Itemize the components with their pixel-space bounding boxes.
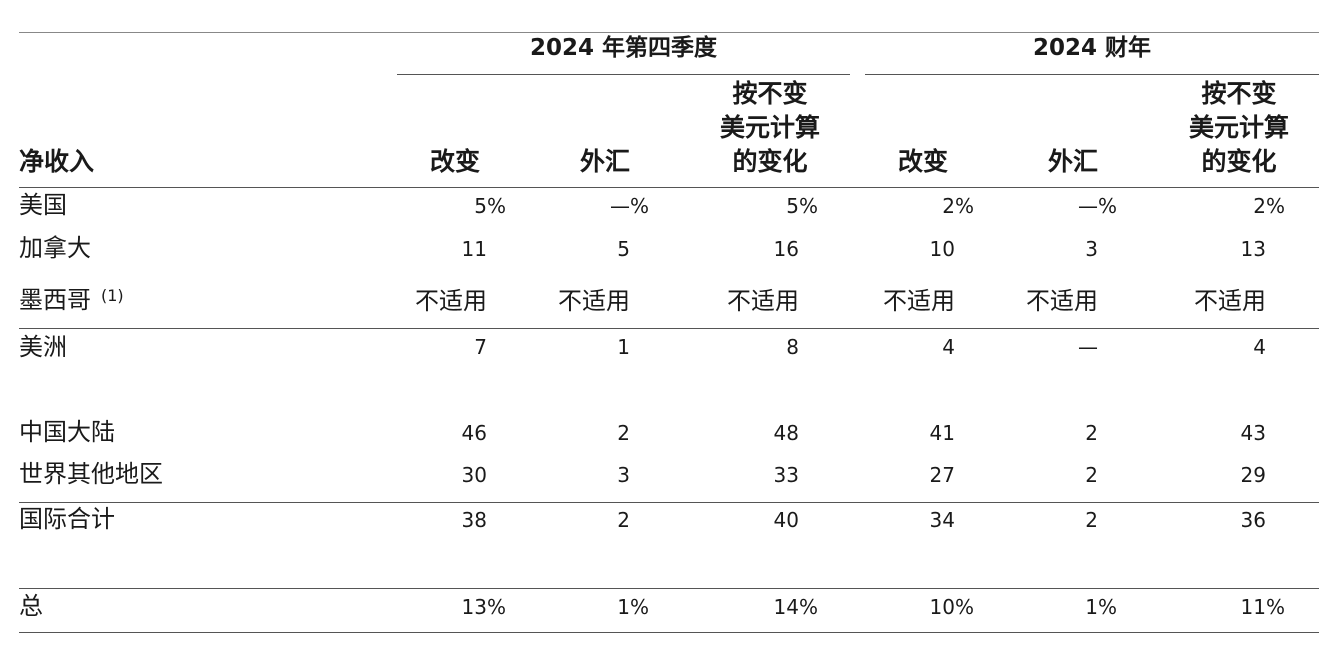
row-label-mexico: 墨西哥 (1) (19, 286, 124, 314)
col-header-q4-change: 改变 (429, 147, 480, 176)
group-rule-q4 (397, 74, 850, 75)
cell: 2 (617, 508, 630, 532)
cell: 2% (942, 194, 974, 218)
cell: 41 (929, 421, 955, 445)
cell: 30 (461, 463, 487, 487)
cell: 4 (1253, 335, 1266, 359)
col-header-q4-fx: 外汇 (579, 147, 630, 176)
cell: 48 (773, 421, 799, 445)
cell: —% (609, 194, 649, 218)
cell: —% (1077, 194, 1117, 218)
cell: 29 (1240, 463, 1266, 487)
cell: 不适用 (558, 287, 630, 315)
cell: 2 (1085, 508, 1098, 532)
header-bottom-rule (19, 187, 1319, 188)
row-label-total: 总 (19, 592, 43, 620)
total-top-rule (19, 588, 1319, 589)
cell: 16 (773, 237, 799, 261)
cell: 5% (786, 194, 818, 218)
cell: 14% (773, 595, 818, 619)
cell: 2 (1085, 463, 1098, 487)
group-rule-fy (865, 74, 1319, 75)
cell: 27 (929, 463, 955, 487)
col-header-fy-change: 改变 (897, 147, 948, 176)
row-label-canada: 加拿大 (19, 234, 91, 262)
cell: 不适用 (415, 287, 487, 315)
cell: 10 (929, 237, 955, 261)
row-label-us: 美国 (19, 191, 67, 219)
cell: 38 (461, 508, 487, 532)
cell: 10% (929, 595, 974, 619)
cell: 43 (1240, 421, 1266, 445)
footnote-marker: (1) (101, 286, 124, 305)
cell: 2% (1253, 194, 1285, 218)
table-bottom-rule (19, 632, 1319, 633)
cell: 5% (474, 194, 506, 218)
group-header-fy: 2024 财年 (1032, 35, 1152, 61)
cell: 2 (617, 421, 630, 445)
cell: 13 (1240, 237, 1266, 261)
row-label-mainland-china: 中国大陆 (19, 418, 115, 446)
row-label-international-total: 国际合计 (19, 505, 115, 533)
cell: 40 (773, 508, 799, 532)
cell: 4 (942, 335, 955, 359)
cell: 34 (929, 508, 955, 532)
cell: 11 (461, 237, 487, 261)
row-label-rest-of-world: 世界其他地区 (19, 460, 163, 488)
cell: 33 (773, 463, 799, 487)
cell: 1% (1085, 595, 1117, 619)
col-header-q4-constant-currency: 按不变 美元计算 的变化 (719, 79, 820, 176)
cell: 7 (474, 335, 487, 359)
cell: 11% (1240, 595, 1285, 619)
cell: 5 (617, 237, 630, 261)
group-header-q4: 2024 年第四季度 (529, 35, 718, 61)
cell: 3 (617, 463, 630, 487)
cell: 不适用 (727, 287, 799, 315)
cell: 不适用 (1026, 287, 1098, 315)
mexico-bottom-rule (19, 328, 1319, 329)
cell: 不适用 (1194, 287, 1266, 315)
net-revenue-title: 净收入 (19, 147, 95, 176)
cell: 46 (461, 421, 487, 445)
col-header-fy-fx: 外汇 (1047, 147, 1098, 176)
cell: 36 (1240, 508, 1266, 532)
cell: 不适用 (883, 287, 955, 315)
cell: 1% (617, 595, 649, 619)
table-top-rule (19, 32, 1319, 33)
cell: — (1078, 335, 1098, 359)
cell: 8 (786, 335, 799, 359)
rest-of-world-bottom-rule (19, 502, 1319, 503)
col-header-fy-constant-currency: 按不变 美元计算 的变化 (1188, 79, 1289, 176)
row-label-americas: 美洲 (19, 333, 67, 361)
cell: 3 (1085, 237, 1098, 261)
cell: 1 (617, 335, 630, 359)
cell: 13% (461, 595, 506, 619)
cell: 2 (1085, 421, 1098, 445)
